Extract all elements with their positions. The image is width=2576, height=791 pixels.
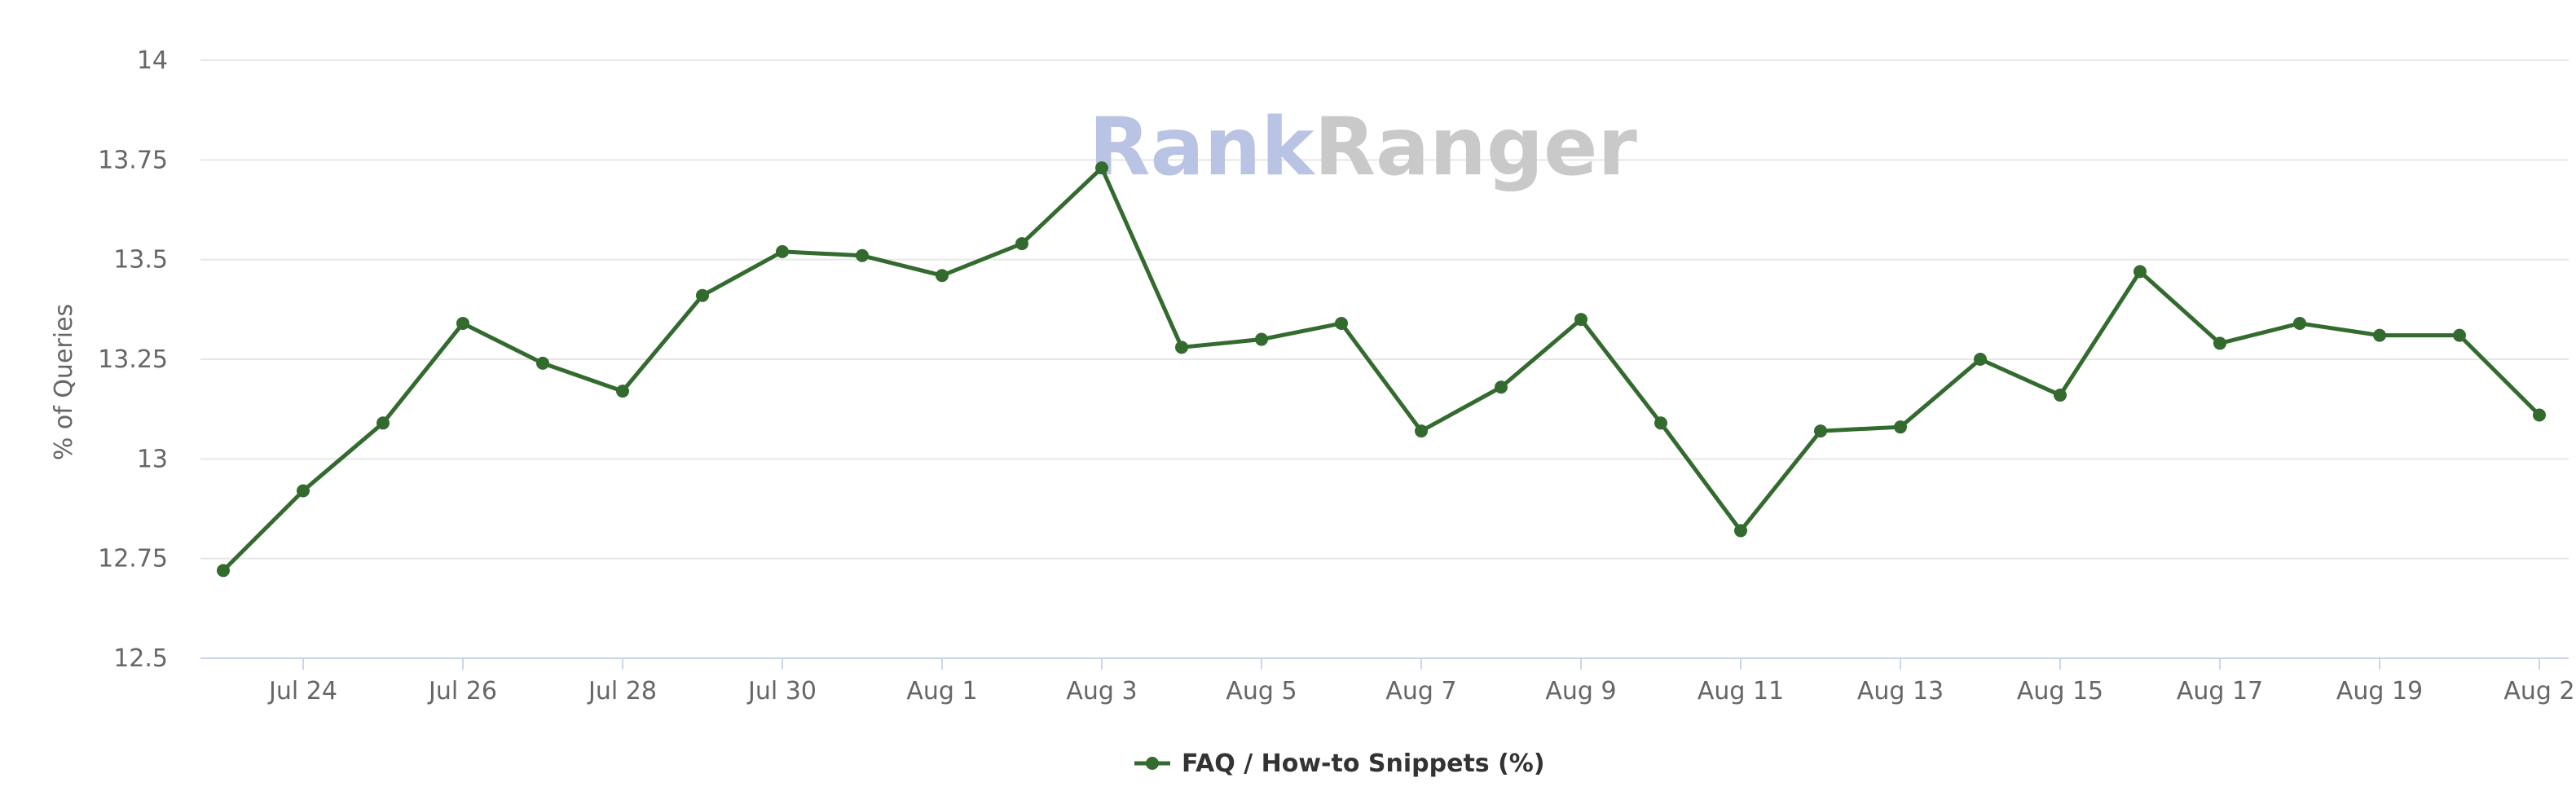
data-point[interactable] (2533, 408, 2546, 422)
watermark-text: RankRanger (1089, 101, 1638, 194)
x-tick-label: Aug 17 (2177, 677, 2263, 705)
data-point[interactable] (2293, 316, 2306, 330)
x-tick-label: Aug 5 (1226, 677, 1297, 705)
x-tick-label: Jul 24 (267, 677, 337, 705)
data-point[interactable] (856, 248, 869, 262)
data-point[interactable] (376, 416, 390, 430)
gridlines (200, 59, 2569, 560)
data-point[interactable] (1495, 380, 1508, 394)
data-point[interactable] (1734, 524, 1747, 538)
x-tick-label: Aug 13 (1857, 677, 1944, 705)
data-point[interactable] (776, 244, 789, 258)
data-point[interactable] (1654, 416, 1667, 430)
x-tick-label: Aug 9 (1545, 677, 1616, 705)
data-point[interactable] (2213, 336, 2226, 350)
series-line[interactable] (221, 165, 2542, 573)
x-axis: Jul 24 Jul 26 Jul 28 Jul 30 Aug 1 Aug 3 Aug 5 A… (200, 657, 2575, 705)
x-tick-label: Aug 19 (2336, 677, 2423, 705)
x-tick-label: Aug 2 (2503, 677, 2574, 705)
watermark-logo: RankRanger (1089, 101, 1638, 194)
data-point[interactable] (2453, 328, 2466, 342)
data-point[interactable] (1175, 341, 1188, 354)
data-point[interactable] (1974, 353, 1987, 366)
y-axis-title: % of Queries (50, 304, 78, 460)
data-point[interactable] (1015, 237, 1028, 251)
y-axis: 12.5 12.75 13 13.25 13.5 13.75 14 (98, 46, 168, 673)
data-point[interactable] (456, 316, 469, 330)
legend[interactable]: FAQ / How-to Snippets (%) (1134, 749, 1545, 778)
data-point[interactable] (2373, 328, 2386, 342)
x-tick-label: Aug 1 (906, 677, 977, 705)
data-point[interactable] (936, 269, 949, 283)
x-tick-label: Jul 30 (746, 677, 817, 705)
legend-label: FAQ / How-to Snippets (%) (1182, 749, 1545, 778)
x-tick-label: Aug 11 (1698, 677, 1784, 705)
data-point[interactable] (1095, 161, 1108, 175)
data-point[interactable] (1255, 332, 1268, 346)
x-tick-label: Jul 26 (427, 677, 497, 705)
data-point[interactable] (2133, 265, 2147, 279)
data-point[interactable] (1415, 424, 1428, 438)
data-point[interactable] (1894, 420, 1907, 434)
data-point[interactable] (217, 564, 230, 578)
data-point[interactable] (696, 288, 709, 302)
y-tick-label: 13 (137, 445, 168, 473)
x-tick-label: Aug 15 (2017, 677, 2103, 705)
series-group (217, 161, 2546, 578)
data-point[interactable] (297, 484, 310, 498)
y-tick-label: 13.25 (98, 345, 168, 374)
data-point[interactable] (1814, 424, 1827, 438)
x-tick-label: Aug 3 (1066, 677, 1137, 705)
x-tick-label: Jul 28 (587, 677, 657, 705)
y-tick-label: 12.75 (98, 545, 168, 573)
data-point[interactable] (616, 385, 629, 398)
y-tick-label: 13.5 (113, 246, 168, 275)
data-point[interactable] (1574, 313, 1587, 327)
legend-marker-symbol (1146, 757, 1159, 770)
data-point[interactable] (536, 356, 549, 370)
y-tick-label: 13.75 (98, 146, 168, 174)
data-point[interactable] (2054, 389, 2067, 402)
y-tick-label: 14 (137, 46, 168, 75)
data-point[interactable] (1335, 316, 1348, 330)
x-tick-label: Aug 7 (1385, 677, 1456, 705)
y-tick-label: 12.5 (113, 644, 168, 673)
watermark-ranger: Ranger (1314, 101, 1638, 194)
watermark-rank: Rank (1089, 101, 1316, 194)
